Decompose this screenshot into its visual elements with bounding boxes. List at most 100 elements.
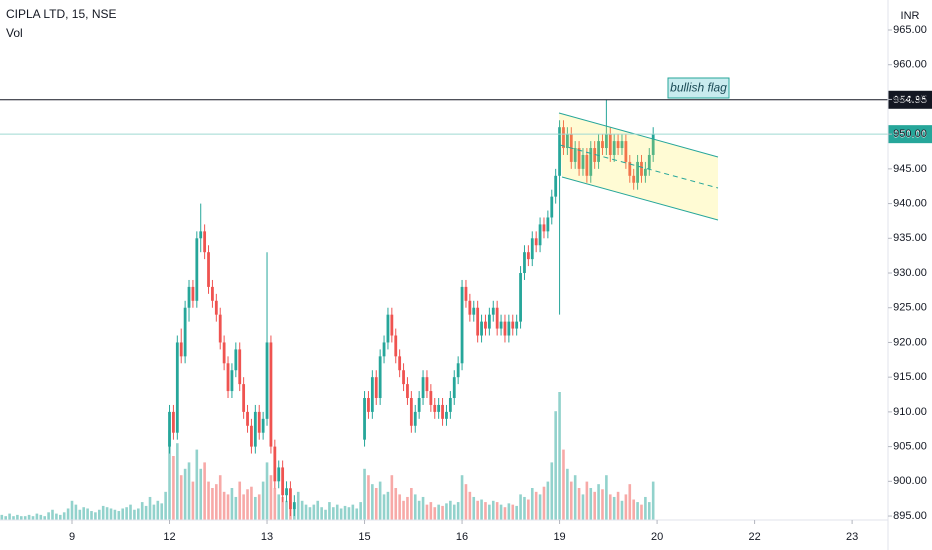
chart-title: CIPLA LTD, 15, NSE: [6, 7, 117, 21]
volume-bar: [156, 500, 160, 520]
volume-bar: [581, 494, 585, 520]
volume-bar: [140, 502, 144, 520]
candle-body: [292, 502, 296, 510]
volume-bar: [640, 504, 643, 520]
candle-body: [616, 141, 620, 149]
volume-bar: [413, 494, 417, 520]
candle-body: [612, 141, 616, 155]
candle-body: [441, 404, 444, 419]
volume-bar: [550, 462, 554, 520]
candle-body: [386, 314, 390, 343]
candle-body: [390, 314, 394, 336]
volume-bar: [460, 475, 464, 520]
volume-bar: [8, 513, 11, 520]
volume-bar: [339, 508, 343, 520]
volume-bar: [546, 481, 550, 520]
volume-bar: [351, 504, 355, 520]
candle-body: [484, 321, 487, 329]
volume-bar: [179, 475, 183, 520]
volume-bar: [172, 456, 175, 520]
volume-bar: [16, 514, 19, 520]
candle-body: [573, 148, 577, 162]
x-tick-label: 16: [456, 531, 468, 543]
candle-body: [480, 321, 483, 336]
volume-bar: [468, 491, 472, 520]
candle-body: [382, 342, 386, 357]
volume-bar: [285, 500, 288, 520]
candle-body: [562, 127, 565, 149]
volume-bar: [410, 488, 413, 520]
y-tick-label: 910.00: [893, 406, 927, 418]
candle-body: [433, 404, 437, 412]
candle-body: [398, 356, 402, 371]
candle-body: [378, 356, 382, 399]
volume-bar: [133, 509, 136, 520]
volume-bar: [511, 504, 515, 520]
candle-body: [643, 168, 647, 176]
annotation-box: [667, 77, 730, 99]
volume-bar: [187, 462, 191, 520]
volume-bar: [406, 496, 409, 520]
volume-bar: [31, 516, 35, 520]
annotation: bullish flag: [670, 81, 727, 95]
candle-body: [277, 467, 281, 482]
volume-bar: [176, 443, 179, 520]
volume-bar: [332, 507, 335, 520]
volume-bar: [62, 512, 66, 520]
volume-bar: [137, 508, 140, 520]
volume-bar: [636, 502, 639, 520]
candle-body: [218, 314, 222, 343]
y-tick-label: 945.00: [893, 163, 927, 175]
volume-bar: [23, 516, 27, 520]
volume-bar: [608, 494, 612, 520]
volume-bar: [148, 496, 152, 520]
flag-lower: [561, 176, 719, 221]
volume-bar: [355, 508, 359, 520]
volume-bar: [624, 494, 628, 520]
volume-bar: [86, 508, 89, 520]
candle-body: [425, 377, 429, 392]
volume-bar: [421, 496, 425, 520]
candle-body: [211, 286, 214, 301]
y-tick-label: 955.00: [893, 93, 927, 105]
volume-bar: [316, 500, 320, 520]
volume-bar: [495, 502, 499, 520]
candle-body: [367, 398, 370, 412]
candle-body: [476, 307, 480, 336]
candle-body: [507, 321, 511, 336]
volume-bar: [542, 486, 546, 520]
volume-bar: [164, 491, 167, 520]
volume-bar: [207, 481, 210, 520]
volume-bar: [499, 504, 503, 520]
volume-bar: [273, 488, 277, 520]
candle-body: [628, 161, 632, 176]
candle-body: [195, 238, 199, 301]
volume-bar: [464, 484, 468, 520]
volume-bar: [433, 507, 437, 520]
volume-bar: [195, 449, 199, 520]
volume-bar: [569, 481, 573, 520]
volume-bar: [328, 502, 331, 520]
volume-bar: [324, 509, 327, 520]
candle-body: [491, 307, 495, 315]
candle-body: [608, 134, 612, 155]
candle-body: [487, 314, 491, 329]
volume-bar: [82, 507, 86, 520]
volume-bar: [527, 499, 530, 520]
volume-bar: [121, 508, 125, 520]
y-tick-label: 940.00: [893, 197, 927, 209]
volume-bar: [226, 494, 230, 520]
volume-bar: [183, 468, 187, 520]
volume-bar: [168, 430, 171, 520]
axes: 895.00 900.00 905.00 910.00 915.00 920.00 925.…: [69, 24, 927, 543]
volume-bar: [27, 514, 31, 520]
candle-body: [172, 411, 175, 433]
candle-body: [632, 175, 636, 183]
volume-bar: [39, 514, 43, 520]
volume-bar: [117, 511, 121, 520]
y-tick-label: 920.00: [893, 336, 927, 348]
candle-body: [242, 384, 246, 412]
volume-bar: [437, 504, 440, 520]
price-lines: 954.95 950.00: [0, 90, 932, 144]
